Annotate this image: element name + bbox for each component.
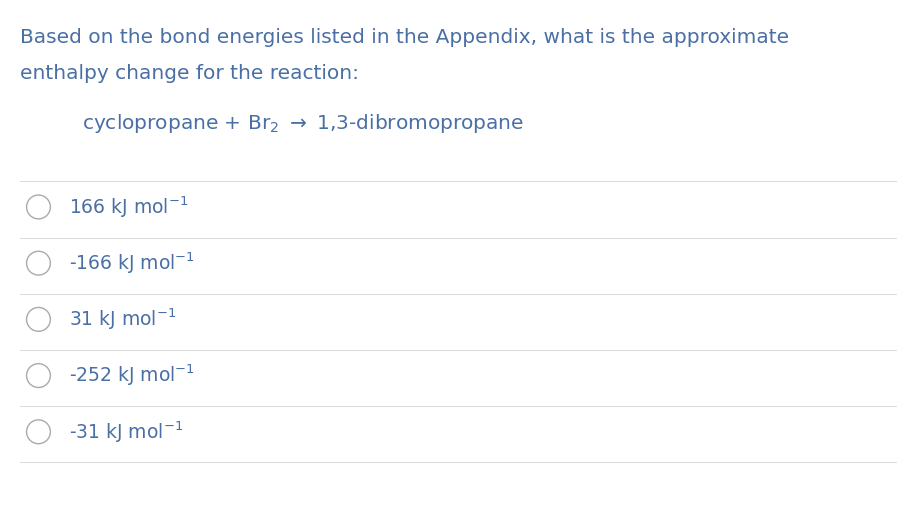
Text: -252 kJ mol$^{-1}$: -252 kJ mol$^{-1}$ <box>69 363 195 388</box>
Text: -31 kJ mol$^{-1}$: -31 kJ mol$^{-1}$ <box>69 419 183 445</box>
Text: enthalpy change for the reaction:: enthalpy change for the reaction: <box>20 64 359 83</box>
Text: cyclopropane + Br$_2$ $\rightarrow$ 1,3-dibromopropane: cyclopropane + Br$_2$ $\rightarrow$ 1,3-… <box>82 112 525 135</box>
Text: 31 kJ mol$^{-1}$: 31 kJ mol$^{-1}$ <box>69 307 176 332</box>
Text: Based on the bond energies listed in the Appendix, what is the approximate: Based on the bond energies listed in the… <box>20 28 790 47</box>
Text: -166 kJ mol$^{-1}$: -166 kJ mol$^{-1}$ <box>69 250 195 276</box>
Text: 166 kJ mol$^{-1}$: 166 kJ mol$^{-1}$ <box>69 194 188 220</box>
